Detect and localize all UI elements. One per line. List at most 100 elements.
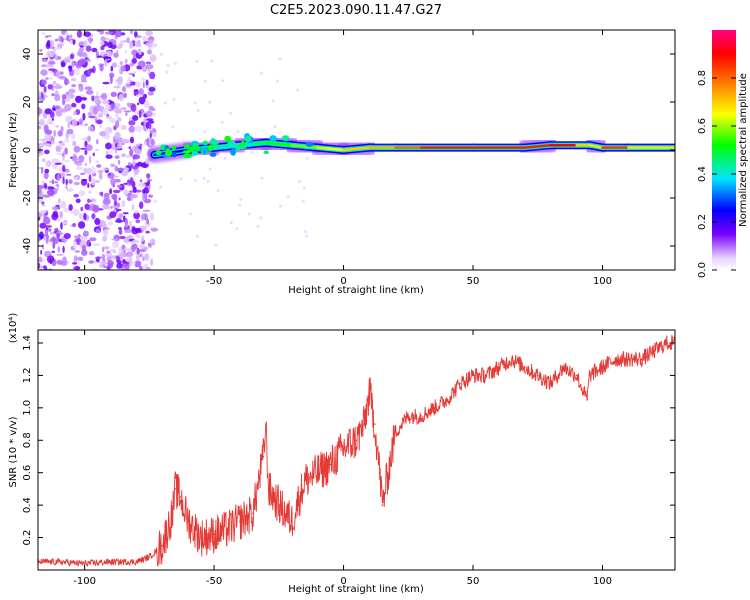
noise-speckle: [66, 128, 74, 135]
colorbar-tick-label: 0.6: [697, 118, 708, 134]
noise-speckle: [129, 62, 135, 67]
noise-speckle: [123, 110, 132, 113]
y-tick-label: -40: [22, 238, 33, 254]
noise-speckle: [42, 244, 44, 250]
noise-speckle: [133, 169, 140, 173]
noise-speckle: [72, 262, 78, 265]
noise-speckle: [44, 35, 49, 38]
noise-speckle: [239, 197, 243, 201]
noise-speckle: [48, 70, 53, 74]
noise-speckle: [135, 219, 141, 224]
noise-speckle: [70, 224, 76, 227]
noise-speckle: [44, 235, 47, 242]
noise-speckle: [42, 95, 49, 98]
snr-point: [226, 528, 228, 531]
noise-speckle: [68, 179, 73, 184]
noise-speckle: [304, 230, 308, 233]
noise-speckle: [98, 112, 104, 118]
noise-speckle: [117, 117, 122, 122]
noise-speckle: [296, 88, 300, 92]
snr-point: [267, 488, 270, 490]
noise-speckle: [39, 209, 47, 214]
noise-speckle: [195, 60, 199, 63]
x-tick-label: 0: [340, 576, 346, 587]
noise-speckle: [193, 179, 197, 183]
noise-speckle: [77, 50, 84, 57]
noise-speckle: [54, 93, 61, 102]
snr-point: [627, 358, 630, 361]
noise-speckle: [110, 103, 115, 110]
snr-point: [291, 520, 293, 523]
noise-speckle: [62, 245, 65, 254]
noise-speckle: [148, 39, 154, 42]
noise-speckle: [102, 246, 105, 253]
noise-speckle: [208, 100, 212, 104]
snr-point: [446, 398, 448, 401]
noise-speckle: [146, 218, 150, 225]
ridge-blob: [263, 150, 270, 155]
noise-speckle: [60, 142, 65, 147]
noise-speckle: [54, 181, 59, 184]
noise-speckle: [45, 227, 49, 230]
noise-speckle: [97, 55, 103, 58]
ridge-blob: [281, 135, 290, 142]
noise-speckle: [102, 198, 111, 205]
colorbar-tick-label: 0.4: [697, 166, 708, 182]
noise-speckle: [44, 133, 52, 141]
noise-speckle: [96, 30, 103, 33]
noise-speckle: [130, 194, 139, 199]
noise-speckle: [97, 169, 104, 174]
noise-speckle: [98, 172, 103, 180]
noise-speckle: [166, 63, 170, 67]
noise-speckle: [78, 221, 86, 229]
noise-speckle: [105, 154, 113, 159]
noise-speckle: [132, 158, 136, 167]
snr-point: [666, 342, 668, 344]
noise-speckle: [138, 110, 142, 119]
noise-speckle: [173, 61, 177, 65]
noise-speckle: [210, 59, 214, 63]
ridge-blob: [208, 144, 214, 152]
noise-speckle: [61, 162, 64, 165]
ridge-core-segment: [290, 143, 319, 149]
noise-speckle: [103, 134, 111, 140]
noise-speckle: [84, 203, 90, 210]
noise-speckle: [55, 70, 61, 79]
noise-speckle: [45, 160, 52, 168]
noise-speckle: [65, 185, 68, 190]
noise-speckle: [130, 103, 137, 112]
noise-speckle: [63, 78, 70, 85]
noise-speckle: [138, 60, 146, 68]
noise-speckle: [148, 194, 153, 198]
noise-speckle: [140, 213, 149, 220]
noise-speckle: [92, 107, 99, 115]
noise-speckle: [117, 208, 122, 212]
noise-speckle: [179, 177, 183, 181]
noise-speckle: [135, 233, 141, 238]
noise-speckle: [57, 130, 63, 137]
snr-point: [653, 350, 656, 352]
noise-speckle: [73, 181, 80, 186]
snr-point: [329, 463, 332, 466]
noise-speckle: [91, 47, 98, 53]
noise-speckle: [125, 251, 134, 257]
noise-speckle: [159, 185, 163, 189]
noise-speckle: [48, 61, 56, 65]
noise-speckle: [214, 243, 218, 247]
noise-speckle: [94, 99, 102, 105]
snr-point: [562, 366, 565, 369]
snr-point: [278, 504, 280, 506]
noise-speckle: [146, 179, 153, 182]
y-tick-label: 40: [22, 48, 33, 61]
noise-speckle: [41, 79, 48, 85]
noise-speckle: [75, 95, 83, 103]
noise-speckle: [116, 263, 123, 269]
noise-speckle: [247, 212, 251, 216]
noise-speckle: [44, 168, 50, 174]
noise-speckle: [142, 209, 151, 212]
noise-speckle: [139, 179, 143, 183]
colorbar-gradient: [712, 30, 736, 270]
snr-point: [355, 439, 358, 442]
noise-speckle: [135, 227, 142, 234]
noise-speckle: [58, 166, 63, 172]
